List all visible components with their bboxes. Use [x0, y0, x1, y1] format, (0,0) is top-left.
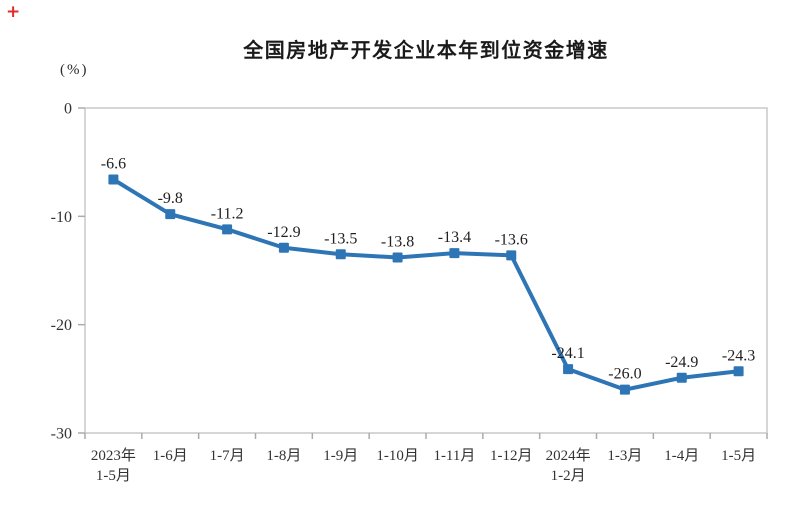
data-point-label: -13.6	[495, 231, 528, 248]
x-axis-label: 1-6月	[153, 448, 188, 464]
data-point-label: -26.0	[608, 366, 641, 383]
x-axis-label: 1-9月	[323, 448, 358, 464]
x-axis-label: 1-7月	[210, 448, 245, 464]
data-point-marker	[563, 364, 574, 375]
x-axis-label: 1-3月	[607, 448, 642, 464]
chart-title: 全国房地产开发企业本年到位资金增速	[243, 40, 609, 62]
y-axis-tick-label: -30	[51, 426, 72, 443]
plus-icon: +	[6, 2, 21, 22]
data-point-marker	[449, 248, 460, 259]
y-axis-tick-label: -10	[51, 209, 72, 226]
data-point-label: -12.9	[267, 224, 300, 241]
data-point-label: -13.4	[438, 229, 471, 246]
x-axis-label: 1-10月	[376, 448, 419, 464]
data-point-marker	[335, 249, 346, 260]
data-point-marker	[733, 366, 744, 377]
data-point-label: -11.2	[211, 205, 244, 222]
series-line	[111, 177, 741, 392]
x-axis-label: 1-8月	[266, 448, 301, 464]
data-point-label: -13.8	[381, 234, 414, 251]
data-point-marker	[108, 174, 119, 185]
x-axis-label: 2024年 1-2月	[546, 447, 591, 484]
data-point-marker	[222, 224, 233, 235]
data-point-marker	[506, 250, 517, 261]
y-axis-tick-label: 0	[64, 101, 72, 118]
data-point-label: -24.1	[551, 345, 584, 362]
data-point-label: -13.5	[324, 230, 357, 247]
data-point-label: -24.3	[722, 347, 755, 364]
data-point-label: -9.8	[158, 190, 183, 207]
x-axis-label: 1-5月	[721, 448, 756, 464]
data-point-marker	[619, 384, 630, 395]
data-point-label: -24.9	[665, 354, 698, 371]
data-point-marker	[392, 252, 403, 263]
data-point-marker	[165, 209, 176, 220]
x-axis-label: 2023年 1-5月	[91, 447, 136, 484]
x-axis-label: 1-12月	[490, 448, 533, 464]
y-axis-tick-label: -20	[51, 317, 72, 334]
plot-frame	[84, 107, 768, 434]
data-point-label: -6.6	[101, 156, 126, 173]
x-axis-label: 1-4月	[664, 448, 699, 464]
x-axis-label: 1-11月	[433, 448, 475, 464]
data-point-marker	[676, 372, 687, 383]
data-point-marker	[278, 242, 289, 253]
y-axis-unit-label: (%)	[60, 62, 89, 78]
